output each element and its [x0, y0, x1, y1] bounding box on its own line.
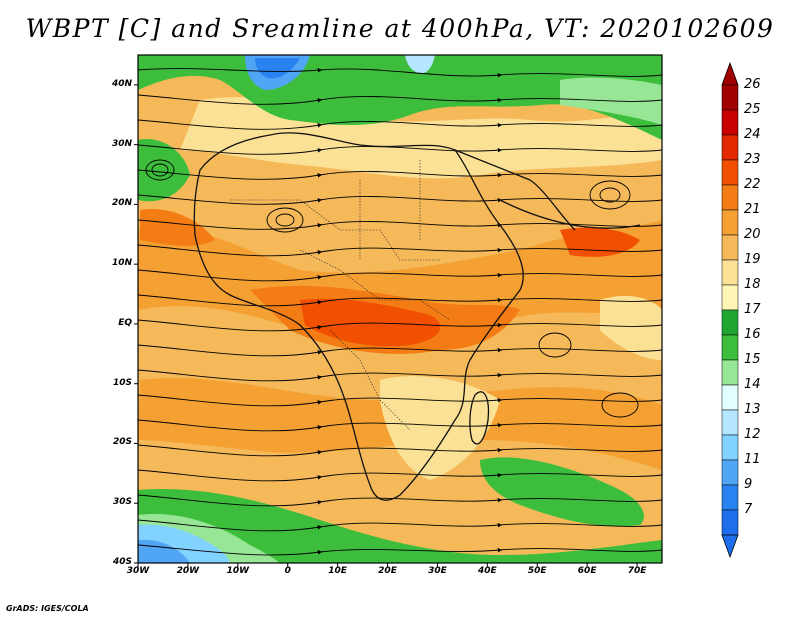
- colorbar-swatch: [721, 134, 739, 161]
- warm-band: [138, 220, 662, 349]
- colorbar-label: 26: [744, 77, 761, 92]
- colorbar-label: 20: [744, 227, 761, 242]
- colorbar-swatch: [721, 484, 739, 511]
- colorbar-swatch: [721, 259, 739, 286]
- colorbar-label: 17: [744, 302, 761, 317]
- lon-tick-label: 10E: [328, 566, 347, 576]
- cool-south-band: [138, 489, 662, 563]
- lat-tick-label: 30S: [112, 497, 132, 508]
- colorbar-label: 23: [744, 152, 761, 167]
- colorbar-label: 16: [744, 327, 761, 342]
- colorbar-label: 13: [744, 402, 761, 417]
- colorbar-label: 25: [744, 102, 761, 117]
- coastlines: [193, 132, 641, 501]
- colorbar-swatch: [721, 434, 739, 461]
- colorbar-label: 12: [744, 427, 761, 442]
- lon-tick-label: 60E: [577, 566, 597, 576]
- cool-cell-northwest: [138, 139, 190, 202]
- lon-tick-label: 20E: [378, 566, 397, 576]
- colorbar-swatch: [721, 234, 739, 261]
- lat-tick-label: 20N: [111, 198, 132, 209]
- colorbar-label: 21: [744, 202, 761, 217]
- credit-text: GrADS: IGES/COLA: [6, 604, 89, 613]
- lat-tick-label: 40S: [112, 557, 132, 567]
- lat-tick-label: 30N: [111, 138, 132, 149]
- colorbar-label: 18: [744, 277, 761, 292]
- colorbar-label: 24: [744, 127, 761, 142]
- colorbar-label: 7: [744, 502, 753, 517]
- colorbar-swatch: [721, 109, 739, 136]
- colorbar-swatch: [721, 284, 739, 311]
- cold-core-north-inner: [255, 58, 300, 79]
- cool-south-tongue: [480, 457, 644, 527]
- lat-tick-label: 40N: [111, 78, 132, 89]
- pale-zone-east: [600, 295, 662, 360]
- colorbar-swatch: [721, 209, 739, 236]
- lon-tick-label: 30E: [428, 566, 447, 576]
- country-borders: [230, 160, 451, 431]
- lon-tick-label: 50E: [527, 566, 547, 576]
- lat-tick-label: 20S: [112, 437, 132, 448]
- colorbar-swatch: [721, 409, 739, 436]
- warm-west: [140, 209, 215, 246]
- lon-tick-label: 20W: [176, 566, 200, 576]
- colorbar-swatch: [721, 309, 739, 336]
- lat-tick-label: 10N: [111, 258, 132, 269]
- colorbar: [721, 61, 739, 559]
- lat-tick-marks: [134, 84, 138, 564]
- colorbar-label: 22: [744, 177, 761, 192]
- colorbar-label: 9: [744, 477, 753, 492]
- lon-tick-label: 70E: [627, 566, 647, 576]
- colorbar-swatch: [721, 184, 739, 211]
- colorbar-top-triangle: [721, 61, 739, 86]
- lat-tick-label: 10S: [112, 377, 132, 388]
- colorbar-swatch: [721, 334, 739, 361]
- colorbar-bottom-triangle: [721, 534, 739, 559]
- colorbar-swatch: [721, 509, 739, 536]
- map-plot-area: [138, 55, 662, 563]
- colorbar-label: 15: [744, 352, 761, 367]
- lon-tick-label: 40E: [477, 566, 497, 576]
- map-frame: [137, 54, 663, 564]
- colorbar-swatch: [721, 359, 739, 386]
- colorbar-swatch: [721, 459, 739, 486]
- colorbar-label: 11: [744, 452, 761, 467]
- lon-tick-label: 0: [284, 566, 291, 576]
- lon-tick-label: 30W: [126, 566, 150, 576]
- streamlines: [138, 67, 662, 556]
- lon-tick-label: 10W: [226, 566, 250, 576]
- lon-tick-marks: [137, 563, 638, 567]
- colorbar-swatch: [721, 84, 739, 111]
- colorbar-label: 19: [744, 252, 761, 267]
- colorbar-swatch: [721, 384, 739, 411]
- colorbar-swatch: [721, 159, 739, 186]
- colorbar-label: 14: [744, 377, 761, 392]
- hot-core: [300, 298, 441, 347]
- lat-tick-label: EQ: [118, 317, 132, 328]
- chart-title: WBPT [C] and Sreamline at 400hPa, VT: 20…: [25, 14, 775, 43]
- cold-south-2: [138, 539, 190, 563]
